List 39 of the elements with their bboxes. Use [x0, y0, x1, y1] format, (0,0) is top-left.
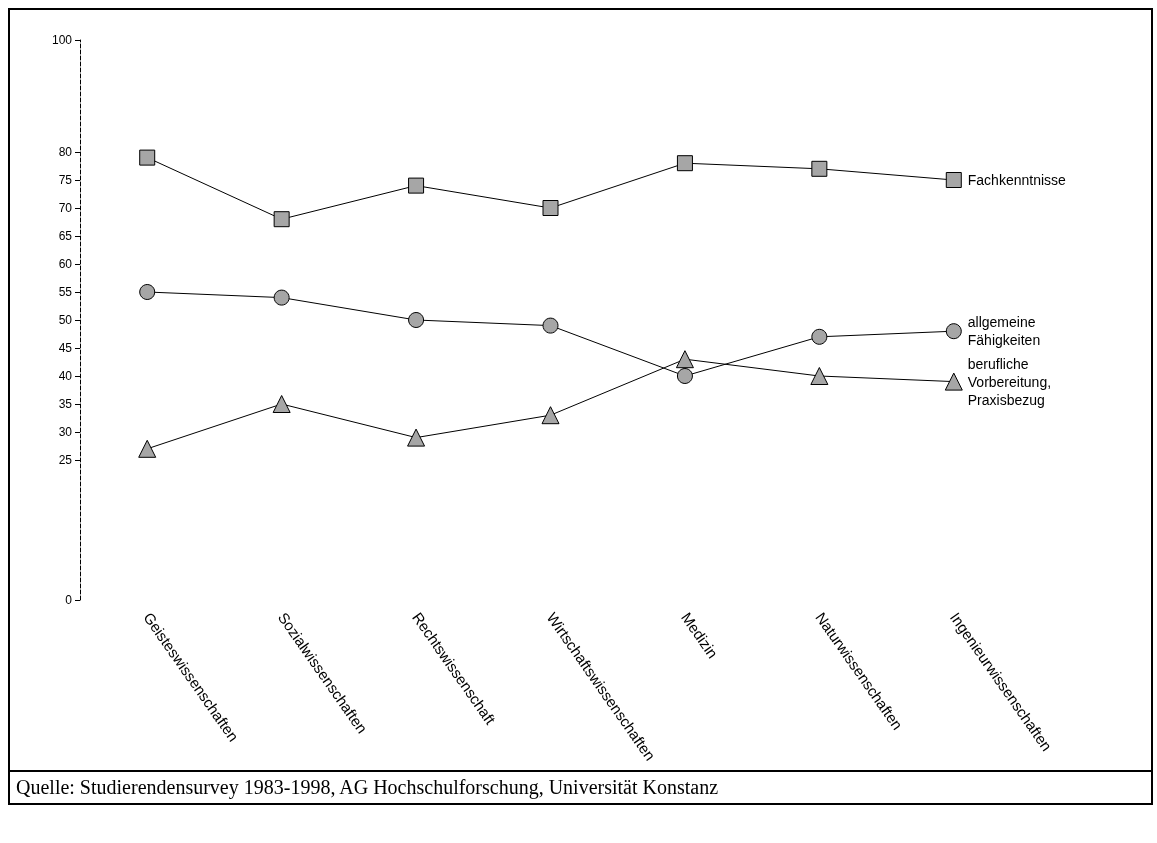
point — [272, 395, 291, 413]
point — [273, 211, 290, 228]
point — [541, 406, 560, 425]
y-tick-label: 35 — [58, 397, 73, 411]
point — [273, 289, 290, 306]
point — [676, 368, 693, 384]
point — [945, 172, 962, 188]
point — [675, 350, 694, 369]
y-tick-label: 50 — [58, 313, 73, 327]
point — [676, 155, 693, 172]
point — [139, 284, 156, 300]
point — [945, 323, 962, 340]
source-note: Quelle: Studierendensurvey 1983-1998, AG Hochschulforschung, Universität Konstanz — [10, 770, 1151, 803]
y-tick-label: 60 — [58, 257, 73, 271]
point — [810, 367, 829, 385]
point — [811, 160, 828, 177]
point — [138, 439, 157, 458]
series-label: allgemeine Fähigkeiten — [967, 314, 1041, 349]
series-label: Fachkenntnisse — [967, 172, 1067, 188]
y-tick-label: 25 — [58, 453, 73, 467]
point — [811, 328, 828, 345]
point — [944, 372, 963, 391]
y-tick-label: 75 — [58, 173, 73, 187]
y-tick-label: 80 — [58, 145, 73, 159]
point — [542, 317, 559, 334]
y-tick-label: 45 — [58, 341, 73, 355]
series-label: berufliche Vorbereitung, Praxisbezug — [967, 355, 1055, 408]
y-tick-label: 65 — [58, 229, 73, 243]
y-tick-label: 70 — [58, 201, 73, 215]
y-tick-label: 30 — [58, 425, 73, 439]
y-tick-label: 40 — [58, 369, 73, 383]
y-tick-label: 100 — [51, 33, 73, 47]
point — [408, 312, 425, 328]
point — [139, 149, 156, 166]
y-tick-label: 55 — [58, 285, 73, 299]
point — [407, 428, 426, 447]
point — [542, 200, 559, 216]
point — [408, 177, 425, 194]
y-tick-label: 0 — [65, 593, 73, 607]
